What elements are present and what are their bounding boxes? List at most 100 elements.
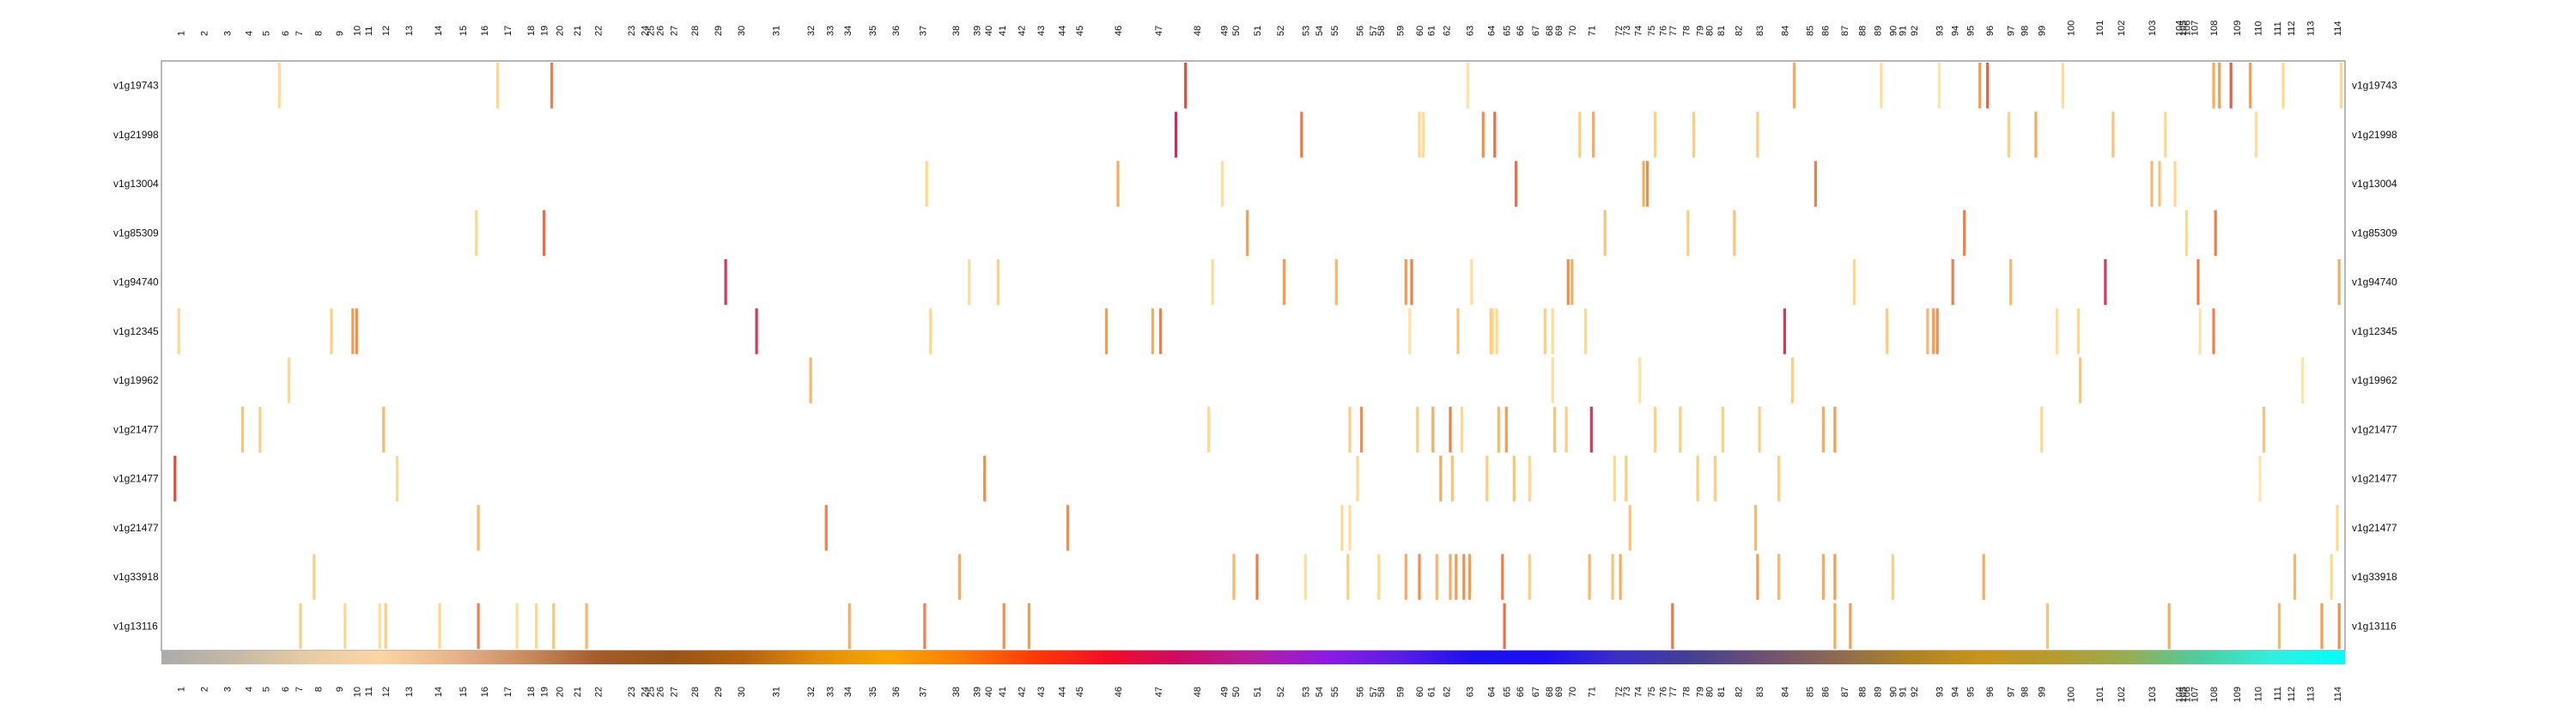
heatmap-cell xyxy=(258,406,262,453)
heatmap-cell xyxy=(1356,456,1359,502)
bottom-tick-label: 75 xyxy=(1647,687,1657,697)
top-tick-label: 5 xyxy=(262,31,272,36)
top-tick-label: 1 xyxy=(177,31,187,36)
heatmap-cell xyxy=(2167,603,2171,650)
top-tick-label: 74 xyxy=(1633,26,1643,36)
heatmap-cell xyxy=(1410,259,1413,306)
bottom-tick-label: 91 xyxy=(1899,687,1909,697)
heatmap-cell xyxy=(515,603,519,650)
heatmap-cell xyxy=(177,308,180,354)
top-tick-label: 28 xyxy=(690,26,701,36)
heatmap-cell xyxy=(1493,112,1497,158)
bottom-tick-label: 88 xyxy=(1857,687,1868,697)
top-tick-label: 75 xyxy=(1647,26,1657,36)
heatmap-cell xyxy=(1982,554,1985,600)
heatmap-cell xyxy=(2007,112,2010,158)
heatmap-cell xyxy=(287,357,291,403)
heatmap-cell xyxy=(1589,406,1593,453)
heatmap-cell xyxy=(1489,308,1492,354)
heatmap-cell xyxy=(1346,554,1350,600)
top-tick-label: 11 xyxy=(364,27,374,36)
heatmap-cell xyxy=(968,259,971,306)
heatmap-cell xyxy=(1462,554,1466,600)
bottom-tick-label: 17 xyxy=(503,687,513,697)
row-label-left: v1g19962 xyxy=(113,374,159,386)
bottom-tick-label: 90 xyxy=(1888,687,1899,697)
top-tick-label: 40 xyxy=(984,26,994,36)
heatmap-cell xyxy=(1467,554,1472,600)
heatmap-cell xyxy=(535,603,538,650)
heatmap-cell xyxy=(1588,554,1591,600)
bottom-tick-label: 2 xyxy=(200,687,210,692)
heatmap-cell xyxy=(1783,308,1786,354)
top-tick-label: 111 xyxy=(2273,21,2283,36)
top-tick-label: 17 xyxy=(503,26,513,36)
top-tick-label: 23 xyxy=(627,26,637,36)
heatmap-cell xyxy=(1359,406,1364,453)
heatmap-cell xyxy=(396,456,399,502)
heatmap-cell xyxy=(1821,554,1825,600)
top-tick-label: 105 xyxy=(2178,21,2189,36)
heatmap-cell xyxy=(1184,63,1188,109)
bottom-tick-label: 27 xyxy=(669,687,679,697)
top-tick-label: 84 xyxy=(1780,26,1790,36)
heatmap-cell xyxy=(1721,406,1724,453)
bottom-tick-label: 101 xyxy=(2095,687,2105,702)
bottom-tick-label: 34 xyxy=(843,687,854,697)
heatmap-cell xyxy=(2009,259,2013,306)
bottom-tick-label: 30 xyxy=(737,687,747,697)
top-tick-label: 53 xyxy=(1301,26,1311,36)
heatmap-cell xyxy=(1671,603,1674,650)
bottom-tick-label: 106 xyxy=(2183,687,2193,702)
top-tick-label: 83 xyxy=(1755,26,1765,36)
top-tick-label: 8 xyxy=(313,31,324,36)
top-tick-label: 96 xyxy=(1985,26,1996,36)
top-tick-label: 94 xyxy=(1950,26,1960,36)
bottom-tick-label: 43 xyxy=(1036,687,1047,697)
row-label-left: v1g94740 xyxy=(113,276,159,288)
heatmap-cell xyxy=(313,554,316,600)
bottom-tick-label: 21 xyxy=(573,687,583,697)
top-tick-label: 72 xyxy=(1614,26,1625,36)
row-label-right: v1g21477 xyxy=(2352,473,2397,485)
heatmap-cell xyxy=(277,63,281,109)
heatmap-cell xyxy=(1638,357,1642,403)
heatmap-cell xyxy=(585,603,588,650)
top-tick-label: 3 xyxy=(223,31,234,36)
bottom-tick-label: 82 xyxy=(1734,687,1744,697)
heatmap-cell xyxy=(1528,554,1531,600)
top-tick-label: 45 xyxy=(1075,26,1085,36)
bottom-tick-label: 4 xyxy=(244,687,254,692)
row-label-left: v1g21477 xyxy=(113,473,159,485)
heatmap-cell xyxy=(1625,456,1628,502)
top-tick-label: 30 xyxy=(737,26,747,36)
top-tick-label: 78 xyxy=(1682,26,1692,36)
heatmap-cell xyxy=(2300,357,2305,403)
heatmap-cell xyxy=(1220,161,1224,207)
top-tick-label: 98 xyxy=(2020,26,2030,36)
bottom-tick-label: 15 xyxy=(459,687,469,697)
heatmap-cell xyxy=(1833,406,1837,453)
top-tick-label: 90 xyxy=(1888,26,1899,36)
heatmap-cell xyxy=(824,505,828,551)
top-tick-label: 34 xyxy=(843,26,854,36)
top-tick-label: 113 xyxy=(2306,21,2317,36)
heatmap-cell xyxy=(929,308,933,354)
bottom-tick-label: 111 xyxy=(2273,687,2283,701)
bottom-tick-label: 102 xyxy=(2117,687,2127,702)
heatmap-cell xyxy=(378,603,381,650)
bottom-tick-label: 22 xyxy=(594,687,605,697)
top-tick-label: 102 xyxy=(2117,21,2127,36)
top-tick-label: 104 xyxy=(2175,21,2185,36)
bottom-tick-label: 3 xyxy=(223,687,234,692)
heatmap-cell xyxy=(1404,259,1407,306)
heatmap-cell xyxy=(809,357,812,403)
bottom-tick-label: 49 xyxy=(1220,687,1230,697)
heatmap-cell xyxy=(1492,308,1495,354)
heatmap-cell xyxy=(173,456,177,502)
heatmap-cell xyxy=(1852,259,1856,306)
heatmap-cell xyxy=(1849,603,1852,650)
heatmap-cell xyxy=(1495,308,1498,354)
heatmap-cell xyxy=(2262,406,2266,453)
row-label-left: v1g33918 xyxy=(113,571,159,583)
